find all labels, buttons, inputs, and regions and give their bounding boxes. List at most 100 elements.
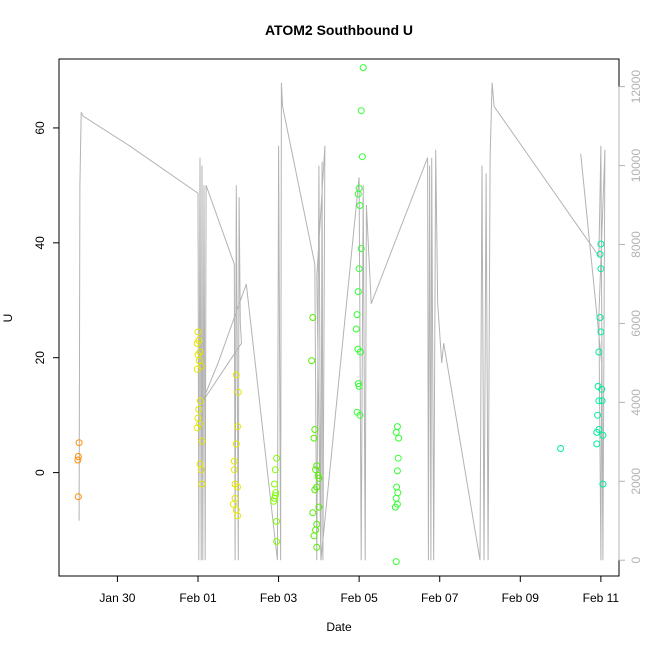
y-axis-right: 0 2000 4000 6000 8000 10000 12000 [618, 70, 643, 564]
data-point [392, 428, 400, 436]
data-point [393, 467, 401, 475]
x-axis-label: Date [326, 620, 352, 634]
data-point [230, 457, 238, 465]
data-point [273, 538, 281, 545]
data-point [597, 265, 605, 273]
data-points-layer [74, 64, 607, 566]
data-point [198, 480, 206, 488]
data-point [312, 526, 320, 534]
x-tick-label: Feb 09 [502, 591, 540, 605]
x-axis: Jan 30 Feb 01 Feb 03 Feb 05 Feb 07 Feb 09 Feb … [99, 575, 620, 605]
data-point [310, 434, 318, 442]
y-axis-label: U [1, 314, 15, 323]
data-point [358, 153, 366, 161]
data-point [232, 371, 240, 379]
data-point [311, 426, 319, 433]
data-point [315, 474, 323, 482]
data-point [311, 486, 319, 494]
x-tick-label: Feb 03 [260, 591, 298, 605]
data-point [355, 382, 363, 390]
data-point [312, 466, 320, 474]
y-tick-label: 0 [33, 469, 47, 476]
data-point [352, 325, 360, 333]
data-point [195, 405, 203, 413]
data-point [234, 423, 241, 431]
x-tick-label: Feb 07 [421, 591, 459, 605]
data-point [392, 558, 400, 566]
y2-tick-label: 4000 [629, 389, 643, 416]
chart-title: ATOM2 Southbound U [265, 22, 413, 38]
data-point [595, 348, 603, 356]
y2-tick-label: 2000 [629, 468, 643, 495]
y2-tick-label: 8000 [629, 231, 643, 258]
data-point [74, 493, 82, 501]
data-point [193, 339, 201, 347]
data-point [595, 397, 603, 405]
data-point [597, 328, 605, 336]
x-tick-label: Feb 05 [340, 591, 378, 605]
data-point [557, 445, 565, 452]
data-point [593, 440, 601, 448]
y2-tick-label: 12000 [629, 70, 643, 104]
data-point [313, 462, 321, 470]
data-point [354, 288, 362, 296]
data-point [359, 64, 367, 72]
data-point [355, 265, 363, 273]
data-point [593, 428, 601, 436]
data-point [598, 397, 606, 405]
data-point [229, 500, 237, 508]
depth-profile-line [78, 82, 606, 561]
data-point [394, 489, 402, 497]
data-point [594, 411, 602, 419]
y2-tick-label: 0 [629, 557, 643, 564]
data-point [74, 453, 82, 460]
data-point [315, 503, 323, 511]
data-point [232, 440, 240, 448]
data-point [356, 202, 364, 209]
data-point [273, 517, 281, 525]
data-point [271, 480, 278, 488]
x-tick-label: Feb 01 [179, 591, 217, 605]
data-point [598, 385, 606, 393]
data-point [273, 454, 281, 462]
x-tick-label: Jan 30 [99, 591, 135, 605]
data-point [196, 397, 204, 405]
data-point [271, 492, 279, 500]
depth-profile-layer [78, 82, 606, 561]
y-tick-label: 60 [33, 121, 47, 135]
data-point [234, 483, 241, 491]
data-point [357, 107, 365, 115]
y-tick-label: 20 [33, 351, 47, 365]
data-point [393, 423, 401, 431]
data-point [354, 380, 362, 388]
data-point [392, 494, 400, 502]
data-point [313, 543, 321, 551]
data-point [198, 437, 206, 445]
data-point [271, 494, 278, 502]
data-point [196, 460, 204, 468]
y2-tick-label: 6000 [629, 310, 643, 337]
data-point [395, 434, 403, 442]
data-point [599, 431, 607, 439]
data-point [391, 503, 399, 511]
data-point [354, 190, 362, 198]
data-point [309, 314, 317, 321]
data-point [309, 509, 317, 517]
data-point [308, 357, 316, 365]
data-point [234, 388, 242, 396]
data-point [193, 365, 201, 373]
data-point [394, 454, 402, 462]
data-point [74, 456, 82, 464]
data-point [75, 439, 83, 447]
data-point [597, 240, 605, 248]
plot-frame [58, 58, 620, 577]
data-point [310, 532, 318, 540]
y2-tick-label: 10000 [629, 149, 643, 183]
data-point [596, 314, 604, 321]
data-point [271, 466, 279, 474]
data-point [353, 311, 361, 319]
data-point [357, 245, 365, 253]
x-tick-label: Feb 11 [583, 591, 620, 605]
data-point [393, 483, 401, 491]
data-point [194, 328, 202, 336]
